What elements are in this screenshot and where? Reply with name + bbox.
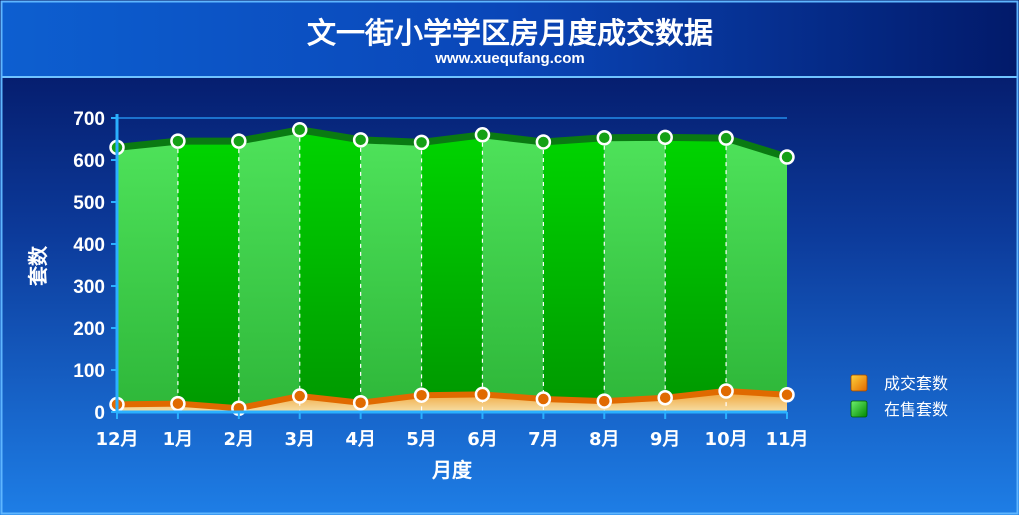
listing-area-segment xyxy=(117,141,178,405)
listing-point xyxy=(657,129,673,146)
x-tick-label: 1月 xyxy=(163,429,194,450)
listing-area-segment xyxy=(360,139,422,403)
listing-point xyxy=(718,130,734,146)
deals-point xyxy=(170,395,186,412)
listing-area-segment xyxy=(604,137,666,402)
y-tick-label: 0 xyxy=(94,403,105,424)
listing-area-segment xyxy=(543,137,605,402)
deals-series-line xyxy=(116,388,788,412)
y-tick-label: 100 xyxy=(73,361,105,382)
listing-series-line xyxy=(116,126,789,161)
y-tick-label: 600 xyxy=(73,151,105,172)
x-tick-label: 9月 xyxy=(650,429,681,450)
y-tick-label: 500 xyxy=(73,193,105,214)
chart-subtitle: www.xuequfang.com xyxy=(434,50,584,67)
deals-point xyxy=(474,386,491,403)
listing-point xyxy=(474,127,491,143)
x-tick-label: 12月 xyxy=(95,429,138,450)
listing-area-segment xyxy=(421,134,483,396)
deals-point xyxy=(413,387,430,403)
listing-area-segment xyxy=(238,129,300,409)
x-tick-label: 8月 xyxy=(589,429,620,450)
deals-point xyxy=(718,383,734,399)
listing-area-segment xyxy=(726,138,787,395)
legend-swatch-deals xyxy=(850,374,868,392)
deals-point xyxy=(352,395,369,411)
chart-title: 文一街小学学区房月度成交数据 xyxy=(307,16,713,50)
x-tick-label: 3月 xyxy=(284,429,315,450)
legend-label-deals: 成交套数 xyxy=(884,374,948,393)
listing-area-segment xyxy=(177,141,239,409)
title-banner xyxy=(2,2,1017,76)
deals-point xyxy=(291,388,308,404)
listing-point xyxy=(291,122,308,138)
deals-area xyxy=(117,391,787,412)
x-tick-label: 2月 xyxy=(224,429,255,450)
x-tick-label: 11月 xyxy=(765,429,808,450)
plot-area xyxy=(109,117,795,416)
x-tick-label: 4月 xyxy=(345,429,376,450)
x-tick-label: 5月 xyxy=(406,429,437,450)
deals-point xyxy=(535,391,552,407)
listing-area-segment xyxy=(482,134,544,399)
x-tick-label: 7月 xyxy=(528,429,559,450)
listing-point xyxy=(596,129,613,146)
axes: 0 100 200 300 400 500 600 700 12月 1月 2月 3月 4月 5月 6月 7月 8… xyxy=(73,109,808,450)
listing-point xyxy=(352,132,369,148)
deals-point xyxy=(596,393,613,409)
listing-point xyxy=(170,133,186,149)
y-tick-label: 300 xyxy=(73,277,105,298)
deals-point xyxy=(779,387,795,403)
deals-point xyxy=(657,389,673,406)
x-tick-label: 10月 xyxy=(705,429,748,450)
listing-point xyxy=(413,134,430,151)
legend-label-listings: 在售套数 xyxy=(884,400,948,419)
legend-swatch-listings xyxy=(850,400,868,418)
x-axis-label: 月度 xyxy=(431,458,473,482)
listing-area-segment xyxy=(665,137,727,398)
listing-point xyxy=(231,133,247,149)
y-axis-label: 套数 xyxy=(26,245,50,286)
y-tick-label: 400 xyxy=(73,235,105,256)
listing-point xyxy=(779,149,795,165)
listing-point xyxy=(535,134,552,150)
x-tick-label: 6月 xyxy=(467,429,498,450)
listing-area-segment xyxy=(299,129,361,403)
legend: 成交套数 在售套数 xyxy=(850,374,948,419)
y-tick-label: 200 xyxy=(73,319,105,340)
y-tick-label: 700 xyxy=(73,109,105,130)
